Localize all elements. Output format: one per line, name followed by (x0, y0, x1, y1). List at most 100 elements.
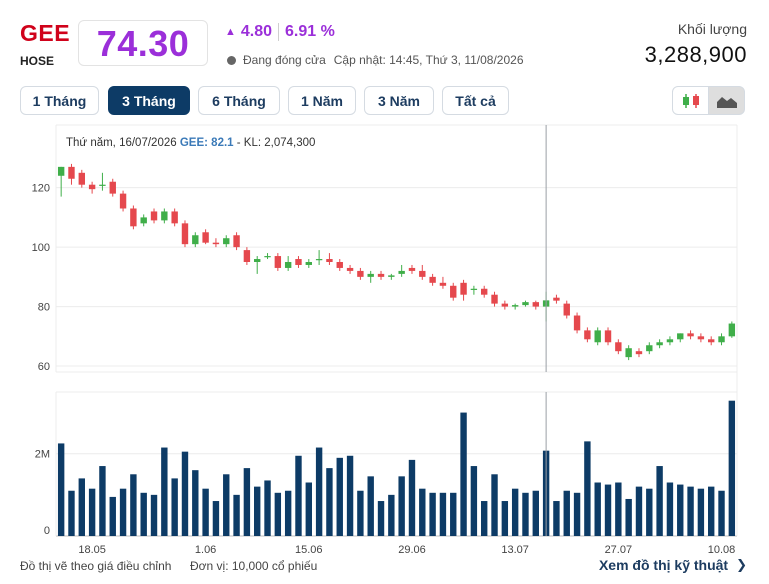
volume-bar (233, 494, 240, 536)
candle-body (697, 336, 705, 340)
volume-bar (68, 490, 75, 536)
date-tick-label: 13.07 (501, 544, 529, 554)
candle-body (171, 211, 178, 224)
tooltip-ticker: GEE: (180, 137, 208, 149)
candle-body (625, 348, 632, 358)
volume-bar (666, 482, 674, 536)
volume-bar (470, 466, 478, 536)
volume-bar (656, 466, 663, 536)
volume-bar (573, 492, 581, 536)
volume-bar (161, 447, 168, 536)
candle-body (677, 333, 684, 340)
price-tick-label: 100 (32, 242, 50, 254)
ticker-symbol: GEE (20, 20, 71, 46)
volume-bar (460, 412, 467, 536)
candle-body (470, 288, 478, 290)
candlestick-chart-button[interactable] (672, 86, 709, 115)
volume-bar (511, 488, 519, 536)
volume-bar (99, 466, 106, 536)
volume-bar (408, 459, 416, 536)
candle-body (460, 282, 467, 295)
volume-bar (223, 474, 230, 536)
candle-body (408, 267, 416, 271)
candle-body (305, 262, 312, 265)
candle-body (233, 235, 240, 248)
tab-1-year[interactable]: 1 Năm (288, 86, 356, 115)
tab-3-months[interactable]: 3 Tháng (108, 86, 190, 115)
candle-body (429, 276, 436, 283)
tab-all[interactable]: Tất cả (442, 86, 509, 115)
volume-tick-label: 0 (44, 525, 50, 537)
candle-body (481, 288, 488, 295)
status-dot-icon (227, 55, 236, 65)
updated-time: Cập nhật: 14:45, Thứ 3, 11/08/2026 (333, 53, 524, 67)
candle-body (708, 339, 715, 343)
volume-bar (635, 486, 643, 536)
volume-bar (563, 490, 570, 536)
candle-body (491, 294, 498, 304)
candle-body (336, 262, 343, 268)
tab-6-months[interactable]: 6 Tháng (198, 86, 280, 115)
volume-bar (274, 492, 282, 536)
volume-bar (109, 496, 116, 536)
tab-1-month[interactable]: 1 Tháng (20, 86, 99, 115)
volume-bar (439, 492, 447, 536)
candle-body (57, 166, 65, 176)
candle-body (326, 259, 333, 262)
date-tick-label: 27.07 (605, 544, 633, 554)
volume-bar (718, 490, 725, 536)
candle-body (367, 273, 374, 277)
candle-body (254, 259, 261, 262)
volume-bar (367, 476, 374, 536)
candle-body (202, 232, 209, 243)
volume-bar (305, 482, 312, 536)
volume-bar (78, 478, 85, 536)
date-tick-label: 1.06 (195, 544, 216, 554)
candle-body (181, 223, 189, 245)
volume-bar (336, 457, 343, 536)
candle-body (615, 342, 622, 352)
volume-bar (429, 492, 436, 536)
status-text: Đang đóng cửa (243, 53, 326, 67)
price-box: 74.30 (78, 20, 208, 66)
price-tick-label: 60 (38, 361, 50, 373)
volume-bar (130, 474, 137, 536)
candle-body (584, 330, 591, 340)
date-tick-label: 10.08 (708, 544, 736, 554)
candle-body (511, 305, 519, 307)
tab-3-years[interactable]: 3 Năm (364, 86, 434, 115)
volume-bar (212, 501, 220, 536)
volume-axis: 0 2M (35, 449, 50, 537)
volume-bar (687, 486, 694, 536)
candle-body (109, 181, 116, 194)
candles (57, 163, 736, 361)
candle-body (553, 297, 560, 301)
technical-chart-link[interactable]: Xem đồ thị kỹ thuật ❯ (599, 557, 747, 573)
volume-bar (171, 478, 178, 536)
candle-body (501, 303, 509, 307)
volume-bar (377, 501, 385, 536)
volume-bar (594, 482, 601, 536)
price-tick-label: 80 (38, 302, 50, 314)
date-tick-label: 15.06 (295, 544, 323, 554)
volume-bar (481, 501, 488, 536)
volume-bar (604, 484, 612, 536)
candle-body (604, 330, 612, 343)
candle-body (522, 302, 529, 306)
candle-body (99, 184, 106, 186)
candle-body (656, 342, 663, 346)
candle-body (419, 270, 426, 277)
price-volume-chart[interactable]: 60 80 100 120 0 2M 18.05 1.06 15.06 29.06 13.07 2… (0, 122, 769, 554)
candle-body (212, 242, 220, 245)
candle-body (243, 250, 251, 262)
candle-body (635, 351, 643, 355)
volume-bars (57, 400, 736, 536)
candle-body (140, 217, 147, 224)
area-chart-button[interactable] (708, 86, 745, 115)
adjusted-price-note: Đồ thị vẽ theo giá điều chỉnh (20, 559, 172, 573)
volume-bar (522, 492, 529, 536)
candle-body (78, 172, 85, 185)
date-axis: 18.05 1.06 15.06 29.06 13.07 27.07 10.08 (78, 544, 735, 554)
candle-body (68, 166, 75, 179)
candle-body (295, 259, 302, 265)
